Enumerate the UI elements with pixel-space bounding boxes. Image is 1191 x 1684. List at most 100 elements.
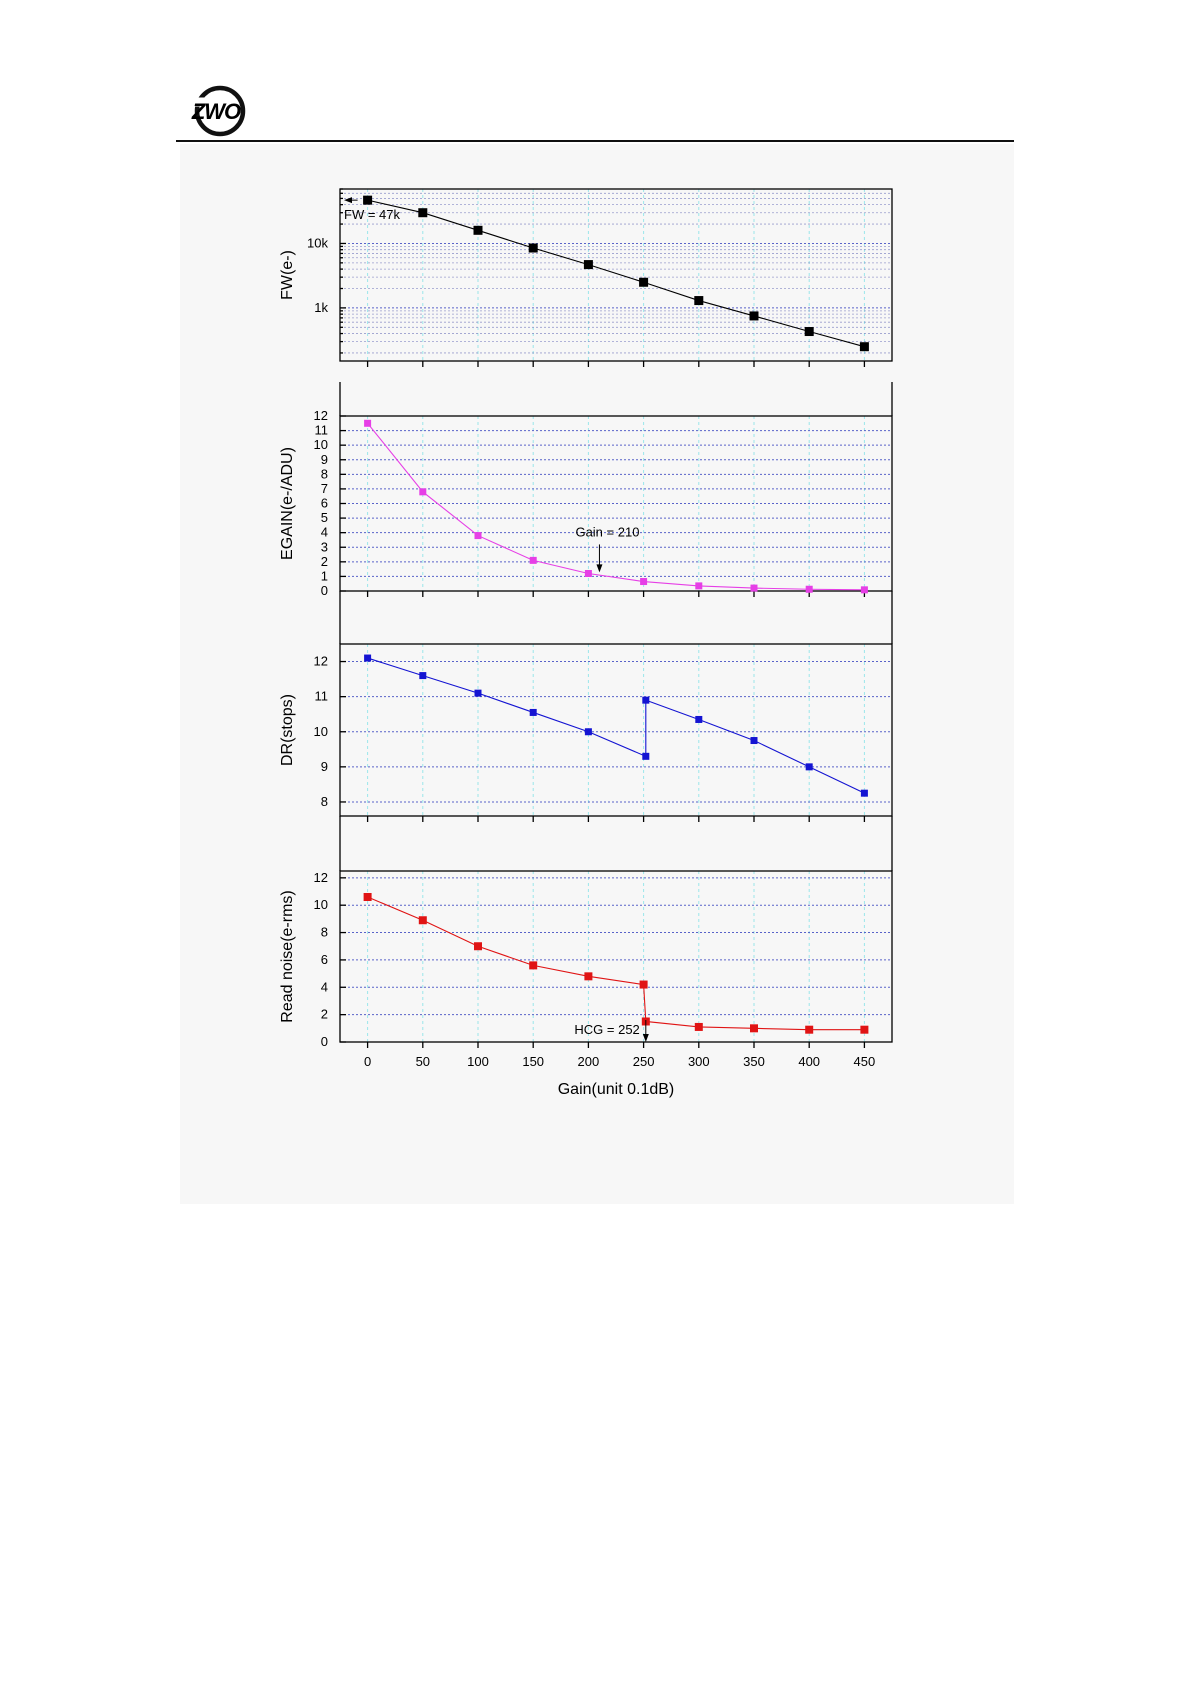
- data-point: [584, 972, 593, 981]
- data-point: [364, 419, 372, 427]
- x-tick-label: 450: [854, 1054, 876, 1069]
- series-line: [367, 657, 865, 794]
- logo-text: ZWO: [191, 99, 241, 124]
- data-point: [529, 708, 537, 716]
- y-tick-label: 9: [321, 759, 328, 774]
- data-point: [639, 980, 648, 989]
- y-tick-label: 9: [321, 452, 328, 467]
- y-tick-label: 10: [314, 437, 328, 452]
- y-tick-label: 0: [321, 583, 328, 598]
- annotation-arrowhead: [596, 564, 603, 573]
- data-point: [418, 916, 427, 925]
- data-point: [639, 277, 649, 287]
- data-point: [419, 672, 427, 680]
- plot-frame: [339, 643, 893, 817]
- data-point: [363, 892, 372, 901]
- data-point: [860, 789, 868, 797]
- y-tick-label: 1k: [314, 300, 328, 315]
- y-tick-label: 0: [321, 1034, 328, 1049]
- data-point: [805, 763, 813, 771]
- plot-frame: [339, 188, 893, 362]
- data-point: [584, 728, 592, 736]
- data-point: [749, 311, 759, 321]
- series-line: [367, 422, 865, 591]
- y-tick-label: 11: [315, 689, 329, 704]
- y-axis-title: FW(e-): [279, 250, 296, 300]
- data-point: [418, 208, 428, 218]
- x-tick-label: 300: [688, 1054, 710, 1069]
- header-rule: [176, 140, 1014, 142]
- y-tick-label: 4: [321, 979, 328, 994]
- y-tick-label: 1: [321, 568, 328, 583]
- x-tick-label: 100: [467, 1054, 489, 1069]
- data-point: [694, 1022, 703, 1031]
- y-tick-label: 10: [314, 897, 328, 912]
- y-tick-label: 3: [321, 539, 328, 554]
- y-axis-title: Read noise(e-rms): [279, 890, 296, 1022]
- y-tick-label: 2: [321, 554, 328, 569]
- zwo-logo: ZWO: [190, 85, 246, 137]
- data-point: [528, 243, 538, 253]
- y-tick-label: 2: [321, 1007, 328, 1022]
- annotation-label: HCG = 252: [574, 1022, 639, 1037]
- data-point: [695, 582, 703, 590]
- data-point: [860, 1025, 869, 1034]
- data-point: [474, 689, 482, 697]
- series-line: [367, 896, 865, 1031]
- data-point: [695, 715, 703, 723]
- x-tick-label: 350: [743, 1054, 765, 1069]
- x-axis-title: Gain(unit 0.1dB): [558, 1081, 675, 1098]
- y-tick-label: 10: [314, 724, 328, 739]
- y-axis-title: DR(stops): [279, 694, 296, 766]
- data-point: [474, 942, 482, 951]
- data-point: [642, 696, 650, 704]
- data-point: [474, 532, 482, 540]
- data-point: [804, 327, 814, 337]
- data-point: [805, 1025, 814, 1034]
- data-point: [529, 556, 537, 564]
- x-tick-label: 50: [416, 1054, 430, 1069]
- data-point: [640, 578, 648, 586]
- data-point: [694, 296, 704, 306]
- x-tick-label: 150: [522, 1054, 544, 1069]
- data-point: [473, 225, 483, 235]
- chart-panel-4: 0 2 4 6 8 10 12 Read noise(e-rms) HCG = 252 0 50 10…: [279, 816, 893, 1098]
- y-tick-label: 7: [321, 481, 328, 496]
- data-point: [860, 586, 868, 594]
- data-point: [859, 342, 869, 352]
- plot-frame: [339, 415, 893, 592]
- annotation-label: Gain = 210: [575, 524, 639, 539]
- y-tick-label: 8: [321, 925, 328, 940]
- x-tick-label: 0: [364, 1054, 371, 1069]
- y-tick-label: 5: [321, 510, 328, 525]
- annotation-arrowhead: [642, 1034, 649, 1042]
- y-tick-label: 6: [321, 952, 328, 967]
- chart-panel-3: 8 9 10 11 12 DR(stops): [279, 591, 893, 822]
- x-tick-label: 250: [633, 1054, 655, 1069]
- y-axis-title: EGAIN(e-/ADU): [279, 447, 296, 560]
- y-tick-label: 10k: [307, 235, 328, 250]
- data-point: [363, 195, 373, 205]
- data-point: [364, 654, 372, 662]
- data-point: [642, 752, 650, 760]
- plot-frame: [339, 870, 893, 1043]
- data-point: [750, 1024, 758, 1033]
- x-tick-label: 400: [798, 1054, 820, 1069]
- y-tick-label: 12: [314, 870, 328, 885]
- x-tick-label: 200: [578, 1054, 600, 1069]
- series-line: [367, 199, 865, 348]
- y-tick-label: 4: [321, 525, 328, 540]
- data-point: [583, 260, 593, 270]
- figure-panel: [180, 144, 1014, 1204]
- y-tick-label: 12: [314, 408, 328, 423]
- data-point: [805, 585, 813, 593]
- data-point: [750, 737, 758, 745]
- data-point: [419, 488, 427, 496]
- data-point: [584, 570, 592, 577]
- data-point: [750, 584, 758, 592]
- data-point: [529, 961, 538, 970]
- annotation-label: FW = 47k: [344, 207, 400, 222]
- y-tick-label: 8: [321, 794, 328, 809]
